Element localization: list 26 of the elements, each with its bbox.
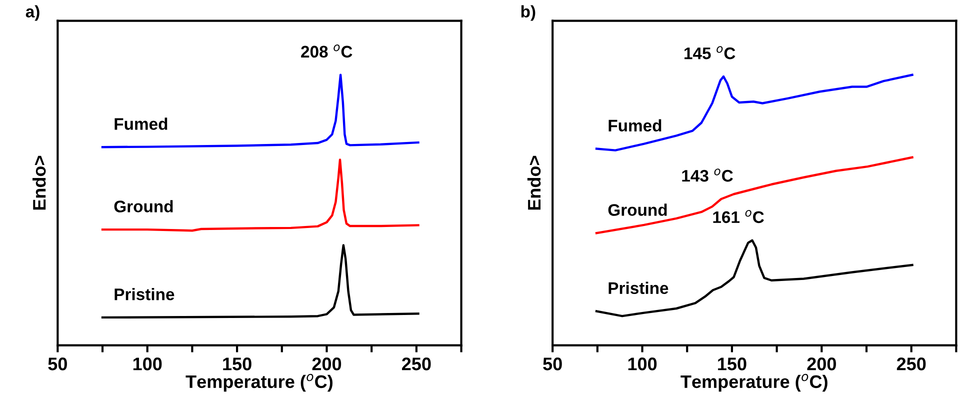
annotation: 143 $^{o}$C (682, 168, 733, 182)
annotation: 208 $^{o}$C (301, 44, 352, 58)
y-axis-title: Endo> (527, 156, 541, 210)
x-tick-label: 250 (896, 358, 926, 370)
series-label: Pristine (114, 288, 174, 300)
series-label: Fumed (608, 119, 662, 132)
annotation: 161 $^{o}$C (713, 210, 764, 224)
x-tick-label: 50 (543, 358, 562, 370)
x-axis-title: Temperature ($^{o}$C) (186, 374, 332, 392)
x-tick-label: 150 (718, 358, 746, 370)
x-tick-label: 250 (402, 358, 431, 370)
chart-title: b) (521, 5, 536, 21)
x-tick-label: 150 (223, 358, 252, 370)
x-tick-label: 200 (807, 358, 836, 370)
series-label: Fumed (114, 118, 168, 130)
series-label: Ground (114, 200, 173, 212)
annotation: 145 $^{o}$C (684, 46, 736, 60)
x-tick-label: 100 (628, 358, 657, 370)
x-axis-title: Temperature ($^{o}$C) (680, 374, 828, 392)
x-tick-label: 50 (48, 358, 67, 370)
series-label: Ground (608, 204, 667, 216)
x-tick-label: 100 (133, 358, 162, 370)
chart-title: a) (26, 5, 40, 21)
series-label: Pristine (608, 282, 668, 294)
y-axis-title: Endo> (32, 156, 46, 210)
x-tick-label: 200 (312, 358, 342, 370)
